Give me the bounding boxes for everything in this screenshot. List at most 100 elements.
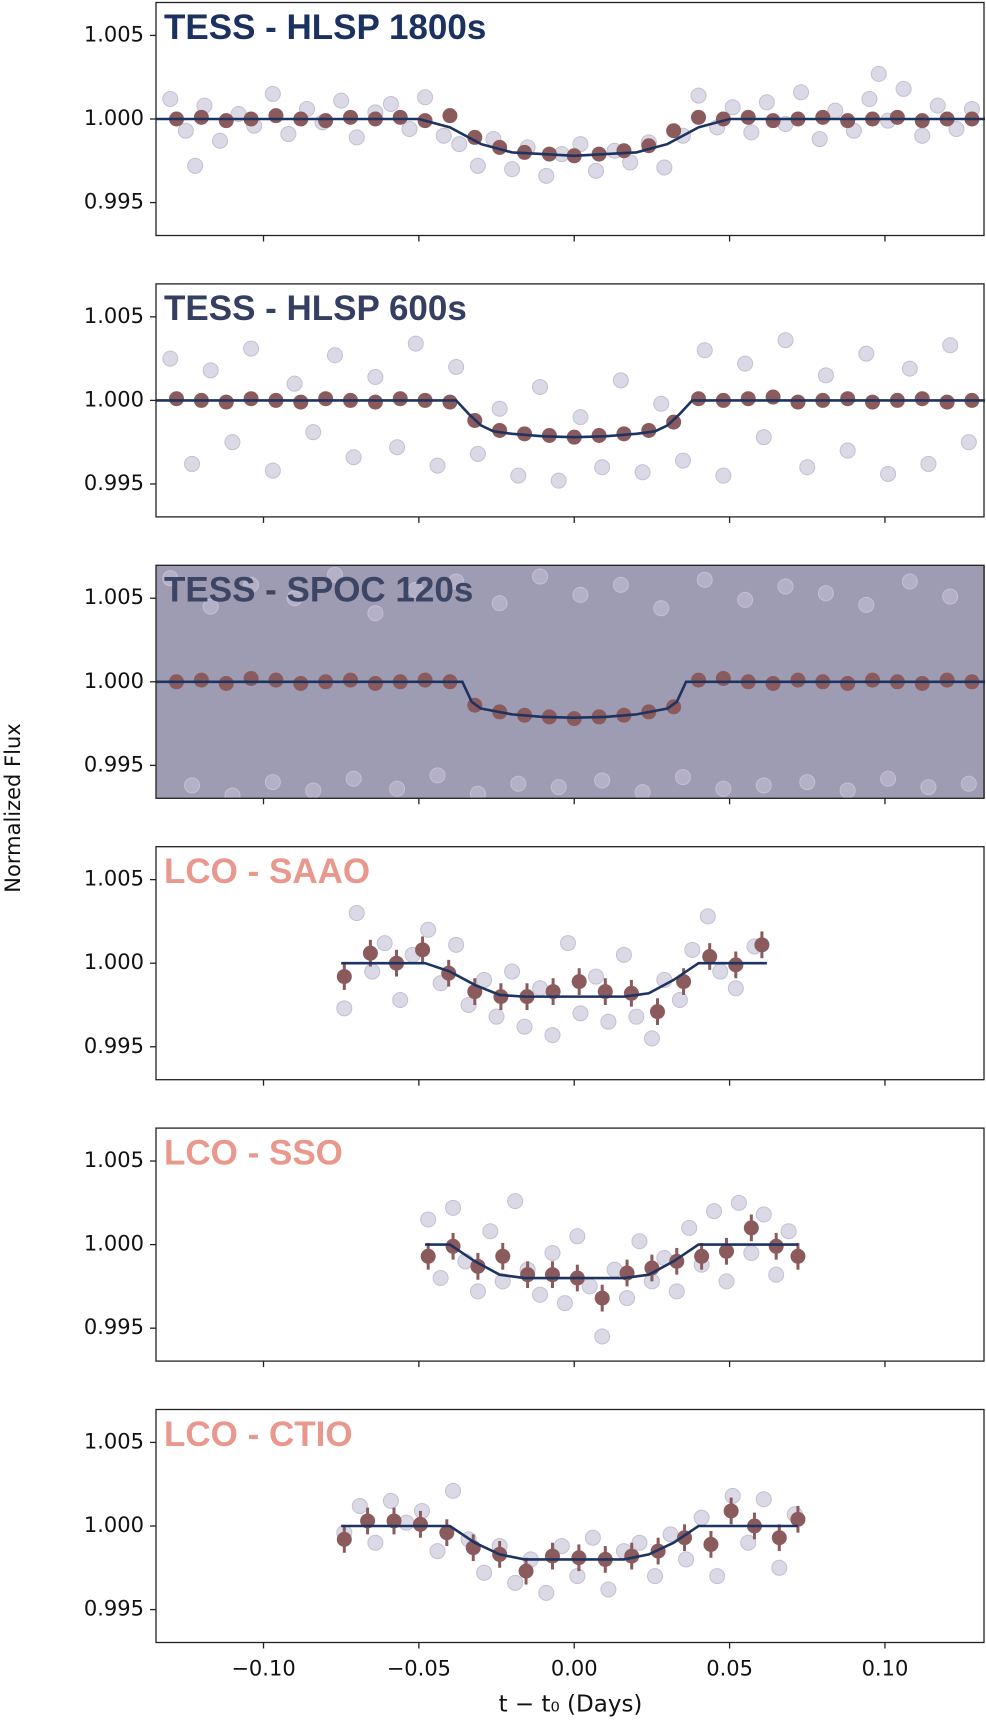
raw-point [920,779,937,796]
raw-point [504,963,521,980]
raw-point [162,570,179,587]
plot-area [336,905,770,1047]
raw-point [401,121,418,138]
raw-point [286,590,303,607]
raw-point [671,991,688,1008]
raw-point [619,1290,636,1307]
raw-point [755,429,772,446]
binned-point [571,1550,587,1566]
y-tick-label: 1.005 [84,1429,144,1453]
raw-point [202,598,219,615]
panel-title: LCO - SSO [164,1133,343,1172]
raw-point [243,340,260,357]
binned-point [765,675,781,691]
raw-point [706,1203,723,1220]
panel-title: TESS - HLSP 600s [164,289,467,328]
raw-point [212,132,229,149]
raw-point [740,1534,757,1551]
raw-point [693,1509,710,1526]
raw-point [696,571,713,588]
raw-point [777,578,794,595]
binned-point [650,1004,666,1020]
raw-point [264,462,281,479]
y-tick-label: 1.000 [84,387,144,411]
raw-point [594,459,611,476]
raw-point [712,963,729,980]
raw-point [594,772,611,789]
raw-point [569,1228,586,1245]
raw-point [631,1534,648,1551]
binned-point [743,1220,759,1236]
raw-point [942,588,959,605]
binned-point [723,1503,739,1519]
raw-point [469,157,486,174]
panel-background [156,846,985,1080]
raw-point [348,129,365,146]
binned-point [765,113,781,129]
binned-point [318,391,334,407]
binned-point [840,391,856,407]
raw-point [817,585,834,602]
raw-point [653,395,670,412]
raw-point [647,1568,664,1585]
raw-point [376,935,393,952]
raw-point [491,595,508,612]
binned-point [703,1536,719,1552]
raw-point [187,157,204,174]
raw-point [755,1491,772,1508]
y-tick-label: 0.995 [84,190,144,214]
raw-point [532,379,549,396]
raw-point [382,1492,399,1509]
raw-point [581,1278,598,1295]
raw-point [612,576,629,593]
binned-point [939,672,955,688]
raw-point [572,586,589,603]
raw-point [587,968,604,985]
raw-point [448,358,465,375]
raw-point [730,1194,747,1211]
raw-point [777,332,794,349]
raw-point [553,1538,570,1555]
binned-point [790,672,806,688]
raw-point [348,905,365,922]
raw-point [811,131,828,148]
raw-point [612,372,629,389]
x-axis-label: t − t₀ (Days) [499,1692,643,1718]
raw-point [326,347,343,364]
binned-point [702,949,718,965]
raw-point [737,591,754,608]
raw-point [389,780,406,797]
raw-point [510,775,527,792]
binned-point [594,1290,610,1306]
raw-point [224,787,241,799]
binned-point [939,394,955,410]
raw-point [634,784,651,799]
raw-point [326,566,343,583]
raw-point [224,434,241,451]
raw-point [364,963,381,980]
raw-point [839,782,856,799]
panel-title: TESS - SPOC 120s [164,571,473,610]
binned-point [293,394,309,410]
raw-point [737,355,754,372]
binned-point [415,942,431,958]
binned-point [641,422,657,438]
raw-point [491,400,508,417]
y-tick-label: 1.000 [84,1513,144,1537]
raw-point [448,936,465,953]
y-tick-label: 1.000 [84,950,144,974]
raw-point [653,600,670,617]
raw-point [202,362,219,379]
raw-point [476,971,493,988]
raw-point [336,1000,353,1017]
raw-point [184,455,201,472]
raw-point [709,1568,726,1585]
raw-point [532,568,549,585]
binned-point [218,113,234,129]
raw-point [351,1497,368,1514]
raw-point [382,95,399,112]
x-tick-label: 0.05 [706,1657,753,1681]
raw-point [392,991,409,1008]
raw-point [743,124,760,141]
raw-point [668,1283,685,1300]
